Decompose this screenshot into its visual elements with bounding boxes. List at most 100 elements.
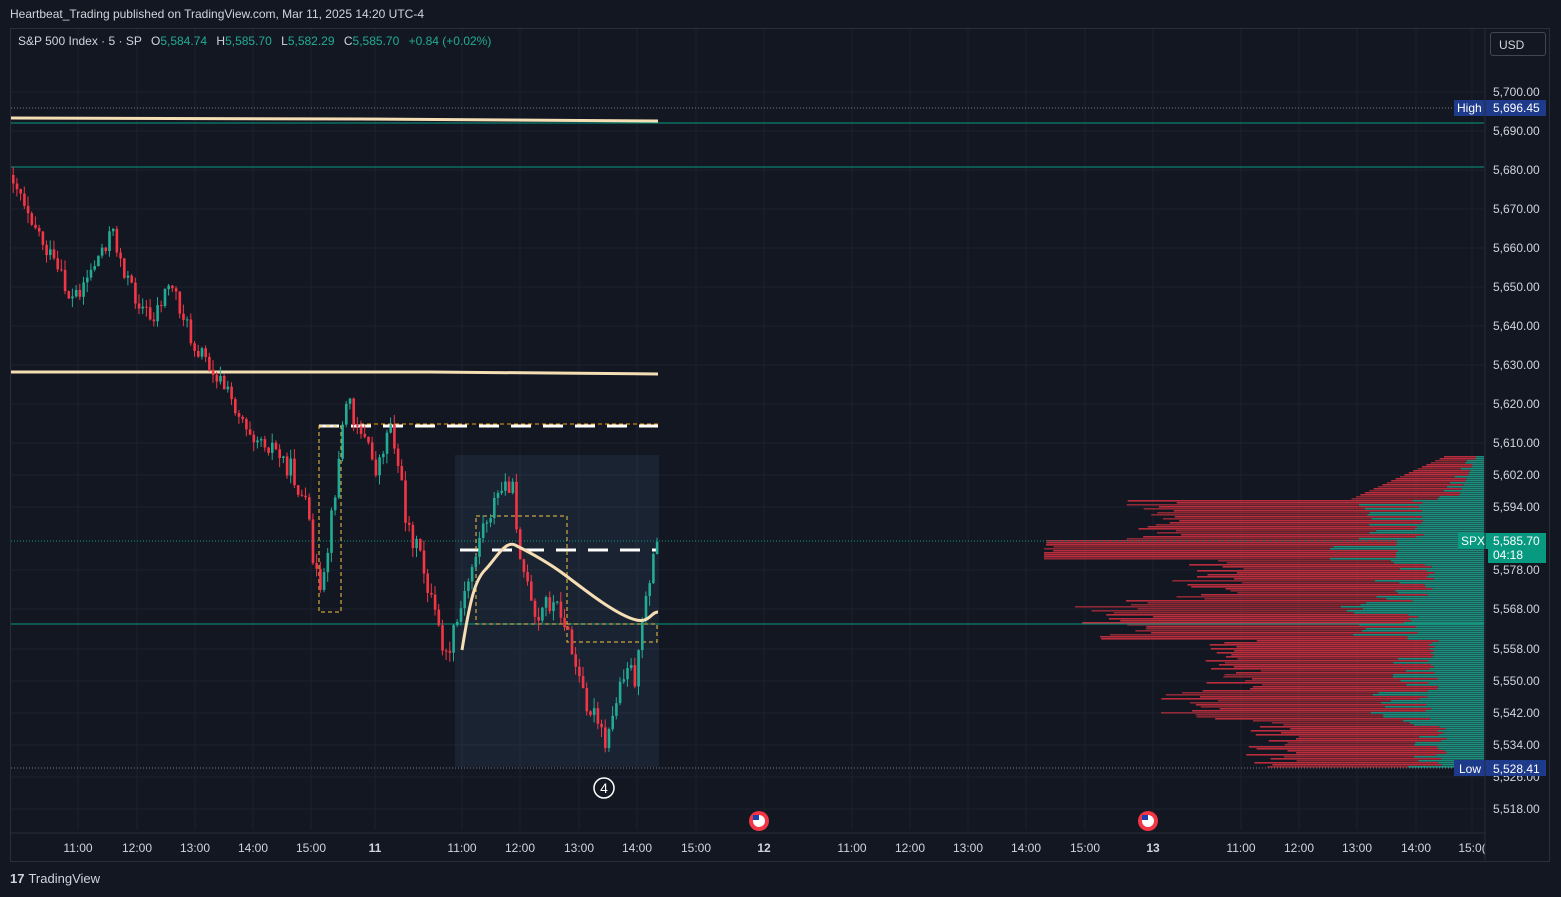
volume-profile-bar	[1202, 690, 1428, 692]
volume-profile-bar	[1283, 724, 1414, 726]
volume-profile-bar	[1209, 644, 1430, 646]
tradingview-brand[interactable]: 17 TradingView	[10, 871, 100, 886]
volume-profile-bar	[1046, 540, 1397, 542]
time-tick-label: 13:00	[1342, 841, 1372, 855]
time-tick-label: 11:00	[63, 841, 92, 855]
volume-profile-bar	[1226, 562, 1394, 564]
candle-body	[592, 708, 596, 715]
symbol-name[interactable]: S&P 500 Index · 5 · SP	[18, 34, 142, 48]
candle-body	[422, 550, 426, 574]
high-value: 5,585.70	[225, 34, 272, 48]
volume-profile-bar	[1431, 708, 1484, 710]
volume-profile-bar	[1268, 740, 1441, 742]
candle-body	[393, 424, 396, 449]
volume-profile-bar	[1372, 694, 1484, 696]
countdown: 04:18	[1493, 548, 1523, 562]
candle-body	[82, 282, 85, 297]
candle-body	[459, 608, 463, 622]
currency-button[interactable]: USD	[1490, 32, 1546, 56]
volume-profile-bar	[1358, 504, 1484, 506]
candle-body	[311, 519, 315, 564]
candle-body	[637, 650, 640, 687]
volume-profile-bar	[1396, 540, 1484, 542]
candle-body	[45, 244, 48, 256]
price-tick-label: 5,640.00	[1493, 319, 1540, 333]
volume-profile-bar	[1393, 674, 1484, 676]
volume-profile-bar	[1433, 578, 1484, 580]
volume-profile-bar	[1195, 714, 1384, 716]
volume-profile-bar	[1330, 548, 1484, 550]
volume-profile-bar	[1044, 554, 1396, 556]
time-tick-label: 13:00	[180, 841, 210, 855]
volume-profile-bar	[1261, 684, 1407, 686]
volume-profile-bar	[1393, 562, 1484, 564]
volume-profile-bar	[1426, 570, 1484, 572]
volume-profile-bar	[1242, 582, 1400, 584]
brand-name: TradingView	[28, 871, 101, 886]
volume-profile-bar	[1237, 658, 1398, 660]
low-value: 5,528.41	[1493, 762, 1540, 776]
candle-body	[530, 581, 533, 601]
volume-profile-bar	[1418, 760, 1484, 762]
volume-profile-bar	[1211, 668, 1430, 670]
candle-body	[89, 269, 93, 278]
volume-profile-bar	[1399, 568, 1484, 570]
volume-profile-bar	[1174, 516, 1423, 518]
candle-body	[123, 258, 126, 278]
candle-body	[71, 296, 74, 299]
candle-body	[444, 650, 448, 652]
volume-profile-bar	[1369, 524, 1484, 526]
candle-body	[655, 541, 659, 555]
candle-body	[522, 559, 526, 572]
candle-body	[319, 568, 322, 590]
volume-profile-bar	[1120, 620, 1412, 622]
volume-profile-bar	[1408, 618, 1484, 620]
time-tick-label: 14:00	[238, 841, 268, 855]
price-tick-label: 5,594.00	[1493, 500, 1540, 514]
volume-profile-bar	[1254, 762, 1439, 764]
volume-profile-bar	[1396, 552, 1484, 554]
volume-profile-bar	[1260, 670, 1406, 672]
key-level-line	[10, 116, 659, 123]
price-tick-label: 5,650.00	[1493, 280, 1540, 294]
candle-body	[293, 458, 296, 486]
candle-body	[330, 510, 333, 553]
candle-body	[63, 269, 67, 292]
volume-profile-bar	[1222, 566, 1432, 568]
volume-profile-bar	[1438, 640, 1484, 642]
candle-body	[511, 481, 515, 493]
candle-body	[345, 403, 348, 425]
volume-profile-bar	[1408, 614, 1484, 616]
candle-body	[548, 597, 552, 611]
volume-profile-bar	[1135, 630, 1362, 632]
volume-profile-bar	[1406, 684, 1484, 686]
candle-body	[148, 307, 152, 320]
candle-body	[407, 522, 411, 525]
candle-body	[426, 573, 429, 593]
volume-profile-bar	[1436, 746, 1484, 748]
candle-body	[193, 343, 196, 351]
volume-profile-bar	[1216, 652, 1431, 654]
volume-profile-bar	[1237, 592, 1398, 594]
volume-profile-bar	[1444, 750, 1484, 752]
volume-profile-bar	[1429, 648, 1484, 650]
candle-body	[296, 485, 300, 495]
candle-body	[448, 650, 452, 653]
candle-body	[359, 426, 363, 434]
volume-profile-bar	[1426, 464, 1473, 466]
candle-body	[555, 601, 559, 603]
high-label: High	[1457, 101, 1482, 115]
volume-profile-bar	[1153, 616, 1418, 618]
candle-body	[93, 266, 96, 270]
volume-profile-bar	[1437, 730, 1484, 732]
open-label: O	[150, 34, 161, 48]
volume-profile-bar	[1160, 712, 1371, 714]
candle-body	[589, 711, 592, 715]
candle-body	[404, 480, 407, 523]
volume-profile-bar	[1463, 484, 1484, 486]
candle-body	[60, 269, 63, 271]
candle-body	[537, 616, 540, 621]
price-tick-label: 5,550.00	[1493, 674, 1540, 688]
volume-profile-bar	[1383, 716, 1484, 718]
